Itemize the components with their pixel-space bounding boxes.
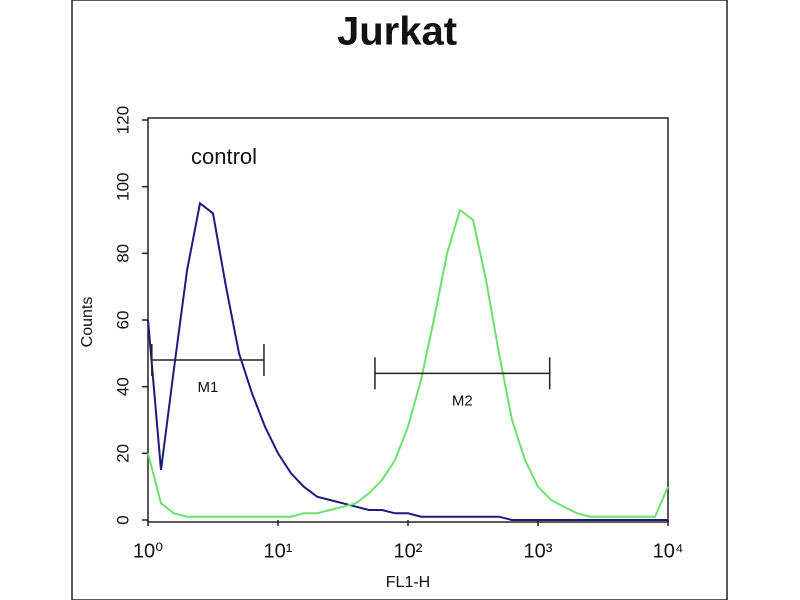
x-tick-label: 10⁰ [133, 540, 163, 562]
x-tick-label: 10³ [524, 540, 553, 562]
gate-label: M2 [452, 392, 473, 409]
plot-frame [147, 117, 669, 523]
chart-title: Jurkat [337, 10, 457, 54]
series-line [147, 208, 669, 518]
y-tick-label: 120 [113, 106, 132, 134]
y-tick-label: 0 [113, 515, 132, 524]
y-tick-label: 20 [113, 444, 132, 463]
y-tick-label: 80 [113, 244, 132, 263]
y-tick-label: 60 [113, 311, 132, 330]
y-tick-label: 100 [113, 172, 132, 200]
x-axis-label: FL1-H [386, 574, 430, 591]
x-tick-label: 10⁴ [653, 540, 684, 562]
x-tick-label: 10¹ [264, 540, 293, 562]
gate-label: M1 [197, 379, 218, 396]
y-tick-label: 40 [113, 377, 132, 396]
x-tick-label: 10² [394, 540, 423, 562]
series-line [147, 201, 668, 521]
legend-label: control [191, 144, 257, 169]
y-axis-label: Counts [79, 297, 96, 348]
frame [71, 0, 728, 600]
